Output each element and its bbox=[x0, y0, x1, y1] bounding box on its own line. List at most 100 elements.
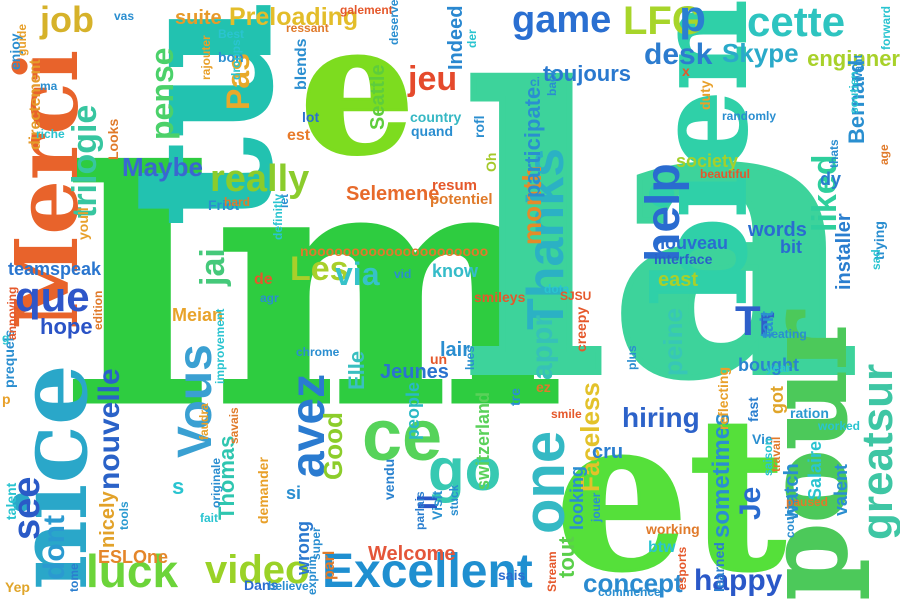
cloud-word: agr bbox=[260, 291, 279, 305]
cloud-word: Vie bbox=[752, 431, 773, 447]
cloud-word: year bbox=[766, 361, 791, 375]
cloud-word: randomly bbox=[722, 109, 777, 123]
cloud-word: Dans bbox=[244, 577, 279, 593]
cloud-word: vid bbox=[394, 267, 412, 281]
cloud-word: nicely bbox=[97, 491, 119, 548]
cloud-word: lot bbox=[302, 109, 320, 125]
cloud-word: et bbox=[554, 371, 788, 600]
cloud-word: Indeed bbox=[445, 5, 467, 70]
cloud-word: age bbox=[877, 144, 891, 165]
cloud-word: fast bbox=[745, 397, 761, 422]
cloud-word: tout bbox=[554, 536, 579, 578]
cloud-word: worked bbox=[818, 419, 861, 433]
cloud-word: tools bbox=[117, 501, 131, 530]
cloud-word: valent bbox=[831, 463, 851, 516]
cloud-word: resum bbox=[432, 177, 478, 194]
cloud-word: sometimes bbox=[708, 412, 735, 538]
cloud-word: installer bbox=[833, 213, 855, 290]
cloud-word: que bbox=[15, 273, 90, 320]
cloud-word: parlais bbox=[413, 491, 427, 530]
cloud-word: lues bbox=[463, 345, 477, 370]
cloud-word: galement bbox=[340, 3, 393, 17]
cloud-word: p bbox=[2, 391, 11, 407]
cloud-word: Les bbox=[290, 250, 349, 288]
cloud-word: ration bbox=[790, 405, 829, 421]
cloud-word: luck bbox=[86, 545, 179, 597]
cloud-word: definitly bbox=[271, 193, 285, 240]
cloud-word: dropps bbox=[229, 39, 243, 80]
cloud-word: demander bbox=[255, 457, 271, 524]
cloud-word: ma bbox=[40, 79, 58, 93]
cloud-word: chrome bbox=[296, 345, 340, 359]
cloud-word: east bbox=[658, 269, 699, 291]
cloud-word: beautiful bbox=[700, 167, 750, 181]
cloud-word: plus bbox=[625, 345, 639, 370]
cloud-word: society bbox=[676, 151, 739, 171]
cloud-word: forward bbox=[879, 5, 893, 50]
cloud-word: e bbox=[299, 0, 417, 195]
cloud-word: vendu bbox=[381, 458, 397, 500]
cloud-word: guide bbox=[15, 24, 29, 56]
cloud-word: Looks bbox=[105, 118, 121, 160]
cloud-word: thats bbox=[827, 139, 841, 168]
cloud-word: Je bbox=[734, 486, 767, 520]
cloud-word: trilogie bbox=[66, 104, 104, 218]
cloud-word: enginner bbox=[807, 46, 900, 71]
cloud-word: de bbox=[254, 271, 273, 288]
cloud-word: Preloading bbox=[229, 3, 359, 31]
cloud-word: jai bbox=[194, 248, 232, 286]
cloud-word: ressant bbox=[286, 21, 329, 35]
cloud-word: Yep bbox=[5, 579, 30, 595]
cloud-word: bon bbox=[218, 49, 244, 65]
cloud-word: tre bbox=[507, 388, 523, 406]
cloud-word: parl bbox=[321, 550, 338, 580]
cloud-word: esports bbox=[675, 546, 689, 590]
cloud-word: Welcome bbox=[368, 543, 456, 565]
cloud-word: via bbox=[335, 256, 380, 292]
cloud-word: teamspeak bbox=[8, 259, 102, 279]
cloud-word: dota bbox=[544, 282, 570, 296]
cloud-word: ESLOne bbox=[98, 547, 169, 567]
cloud-word: hope bbox=[40, 314, 93, 339]
cloud-word: rofl bbox=[471, 115, 487, 138]
cloud-word: ce bbox=[362, 396, 443, 476]
cloud-word: looking bbox=[567, 466, 587, 530]
cloud-word: heating bbox=[764, 327, 807, 341]
cloud-word: toujours bbox=[543, 61, 631, 86]
cloud-word: really bbox=[210, 158, 310, 200]
cloud-word: dont bbox=[38, 515, 71, 580]
cloud-word: go bbox=[428, 436, 502, 503]
cloud-word: sad bbox=[869, 249, 883, 270]
cloud-word: Friot bbox=[208, 197, 240, 213]
cloud-word: stuck bbox=[447, 484, 461, 516]
cloud-word: Elle bbox=[344, 350, 369, 390]
cloud-word: talent bbox=[3, 482, 19, 520]
cloud-word: savais bbox=[227, 407, 241, 444]
cloud-word: cru bbox=[592, 441, 624, 463]
cloud-word: switzerland bbox=[473, 391, 493, 490]
cloud-word: ez bbox=[536, 379, 551, 395]
cloud-word: g bbox=[2, 331, 10, 345]
cloud-word: nouvelle bbox=[93, 368, 126, 490]
cloud-word: tome bbox=[67, 563, 81, 592]
cloud-word: one bbox=[512, 430, 577, 534]
cloud-word: bought bbox=[738, 355, 799, 375]
cloud-word: Meian bbox=[172, 305, 224, 325]
cloud-word: blends bbox=[293, 38, 310, 90]
cloud-word: riche bbox=[36, 127, 65, 141]
cloud-word: got bbox=[767, 386, 787, 414]
cloud-word: creepy bbox=[573, 306, 589, 352]
cloud-word: happy bbox=[694, 564, 783, 597]
cloud-word: Maybe bbox=[122, 152, 203, 182]
cloud-word: btw bbox=[648, 539, 676, 556]
cloud-word: interface bbox=[654, 251, 713, 267]
cloud-word: deserve bbox=[387, 0, 401, 46]
cloud-word: smile bbox=[551, 407, 582, 421]
cloud-word: Skype bbox=[722, 38, 799, 68]
cloud-word: country bbox=[410, 109, 462, 125]
cloud-word: fait bbox=[200, 511, 218, 525]
cloud-word: words bbox=[748, 219, 807, 241]
cloud-word: reflecting bbox=[715, 366, 731, 430]
cloud-word: suite bbox=[175, 7, 222, 29]
